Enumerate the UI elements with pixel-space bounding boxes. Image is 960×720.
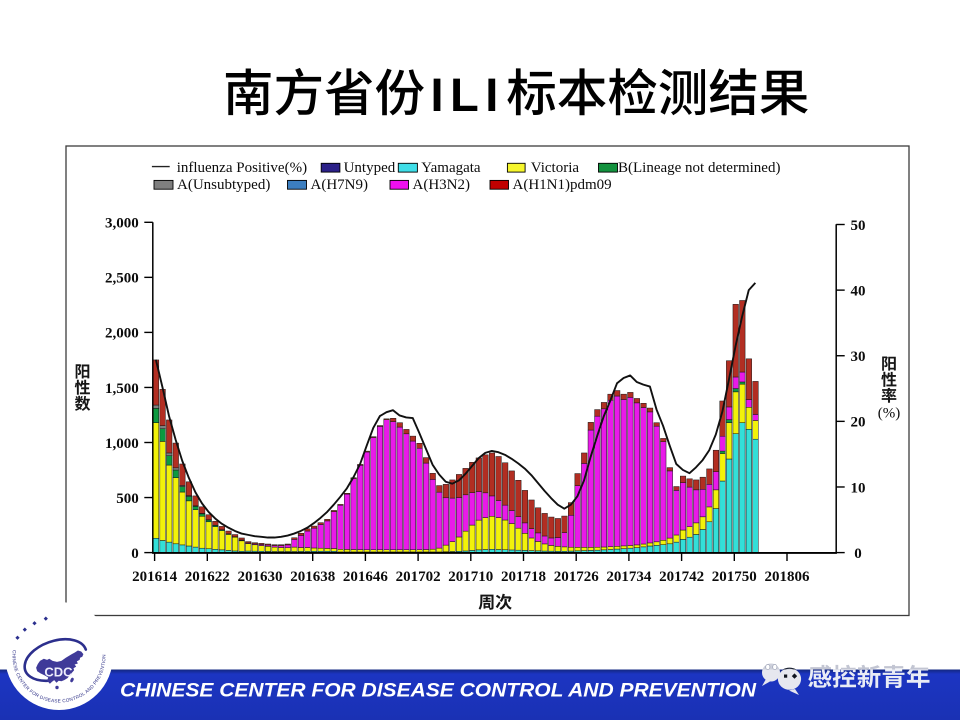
- svg-text:3,000: 3,000: [105, 216, 139, 232]
- svg-text:201726: 201726: [554, 569, 600, 585]
- svg-text:10: 10: [851, 480, 866, 496]
- svg-text:201614: 201614: [132, 569, 178, 585]
- svg-text:201638: 201638: [290, 569, 335, 585]
- svg-text:201702: 201702: [396, 569, 441, 585]
- svg-text:1,500: 1,500: [105, 381, 139, 397]
- svg-text:201710: 201710: [448, 569, 493, 585]
- svg-text:0: 0: [131, 546, 139, 562]
- svg-text:201806: 201806: [765, 569, 811, 585]
- svg-text:201742: 201742: [659, 569, 704, 585]
- svg-text:2,500: 2,500: [105, 271, 139, 287]
- svg-text:500: 500: [116, 491, 139, 507]
- svg-text:A(Unsubtyped): A(Unsubtyped): [177, 177, 270, 193]
- svg-text:Yamagata: Yamagata: [421, 160, 481, 176]
- svg-text:2,000: 2,000: [105, 326, 139, 342]
- svg-text:A(H1N1)pdm09: A(H1N1)pdm09: [513, 177, 612, 193]
- svg-text:50: 50: [851, 218, 866, 234]
- svg-text:Untyped: Untyped: [344, 160, 396, 176]
- svg-text:40: 40: [851, 283, 866, 299]
- svg-text:201630: 201630: [238, 569, 283, 585]
- svg-text:0: 0: [854, 546, 862, 562]
- svg-text:A(H3N2): A(H3N2): [413, 177, 471, 193]
- svg-text:201750: 201750: [712, 569, 757, 585]
- svg-text:201734: 201734: [606, 569, 652, 585]
- svg-text:Victoria: Victoria: [531, 160, 580, 176]
- svg-text:20: 20: [851, 415, 866, 431]
- svg-text:30: 30: [851, 349, 866, 365]
- svg-text:influenza Positive(%): influenza Positive(%): [177, 160, 307, 176]
- svg-text:201718: 201718: [501, 569, 546, 585]
- svg-text:(%): (%): [878, 406, 901, 422]
- svg-text:CHINESE CENTER FOR DISEASE CON: CHINESE CENTER FOR DISEASE CONTROL AND P…: [120, 680, 757, 702]
- svg-text:201646: 201646: [343, 569, 389, 585]
- svg-text:201622: 201622: [185, 569, 230, 585]
- svg-text:A(H7N9): A(H7N9): [311, 177, 369, 193]
- svg-text:B(Lineage not determined): B(Lineage not determined): [618, 160, 780, 176]
- svg-text:1,000: 1,000: [105, 436, 139, 452]
- svg-text:CDC: CDC: [44, 665, 73, 680]
